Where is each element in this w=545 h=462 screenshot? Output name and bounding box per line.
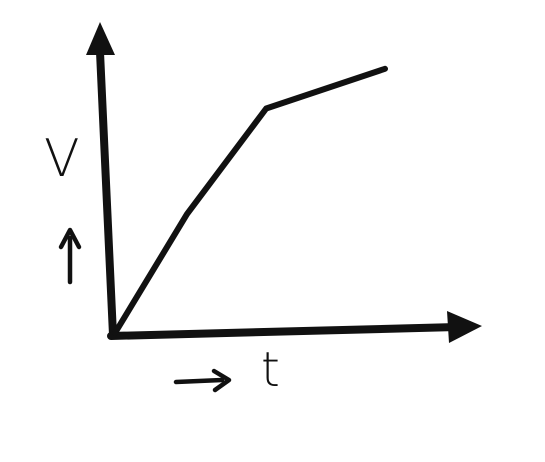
x-axis (107, 323, 461, 340)
axis-direction-arrows (58, 227, 232, 393)
series-layer (112, 65, 388, 336)
series-line-0 (112, 65, 388, 336)
right-arrow-icon (173, 368, 232, 393)
y-axis (96, 48, 117, 339)
x-axis-arrowhead (447, 311, 482, 343)
axes (86, 22, 482, 343)
x-axis-label: t (261, 342, 280, 398)
up-arrow-icon (58, 227, 82, 285)
y-axis-arrowhead (86, 22, 115, 55)
y-axis-label: V (44, 129, 80, 189)
